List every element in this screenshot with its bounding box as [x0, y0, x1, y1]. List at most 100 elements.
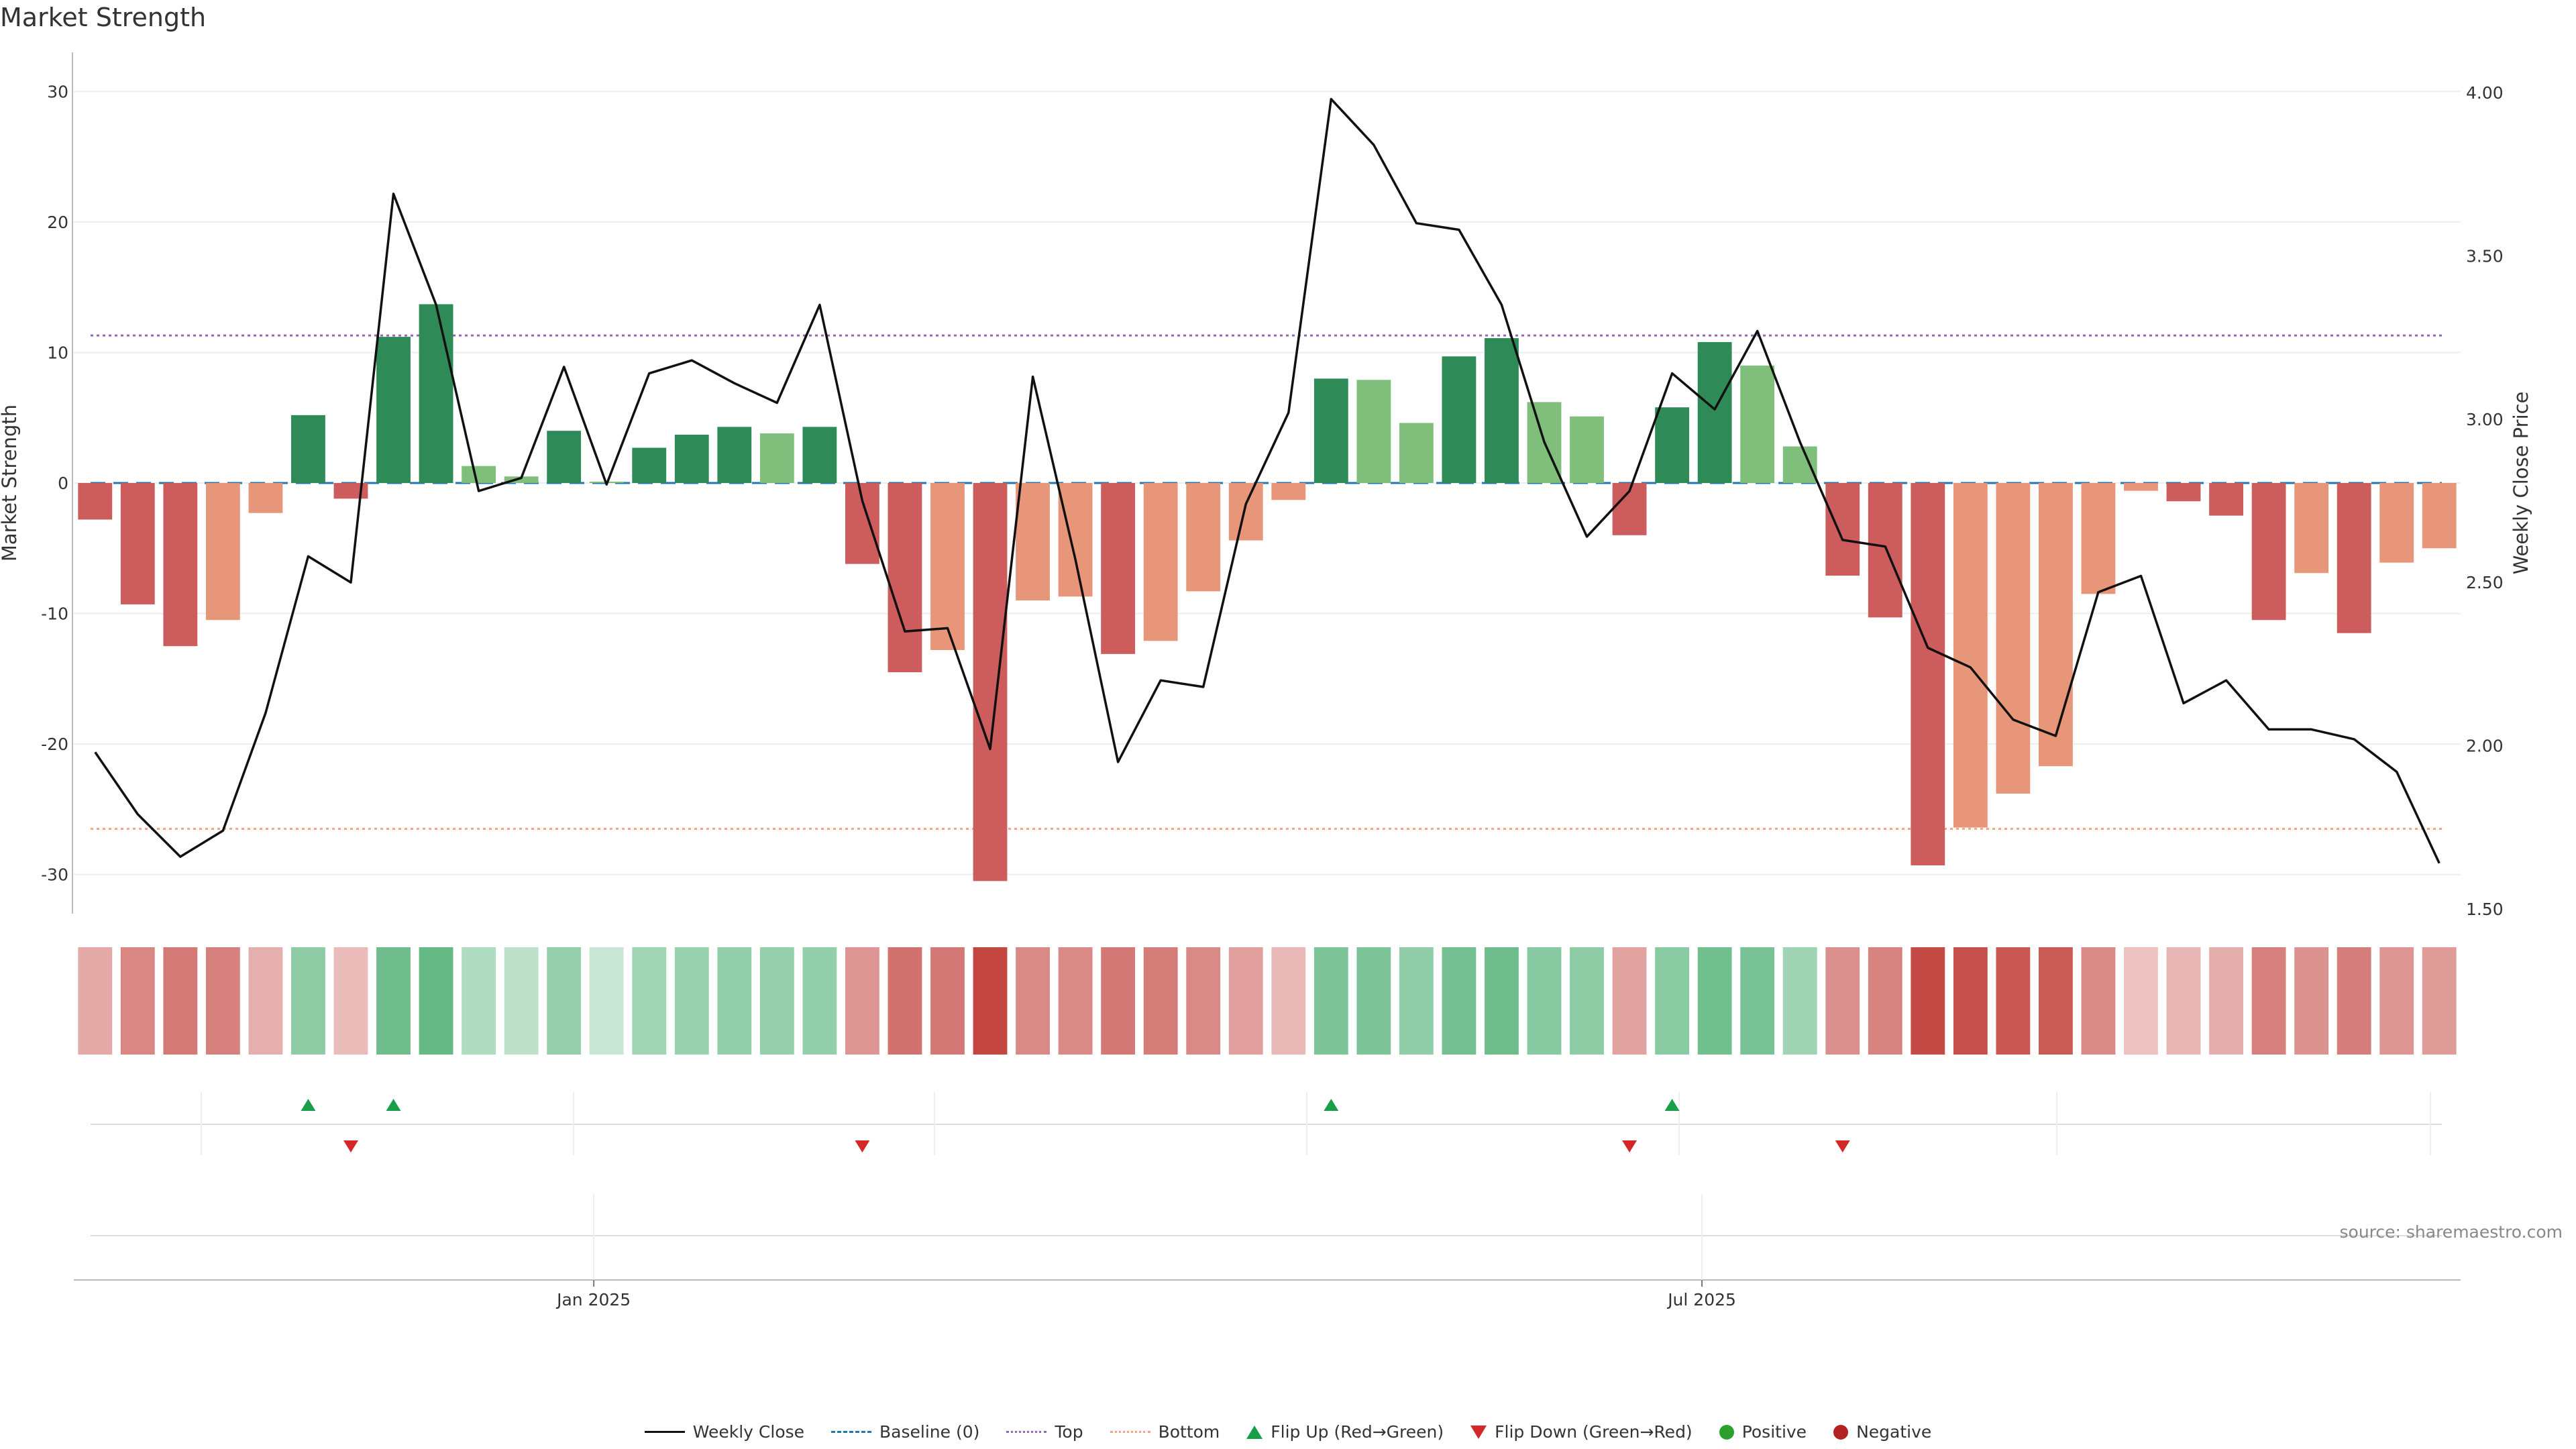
heat-cell — [1570, 947, 1604, 1055]
strength-bar — [1782, 446, 1817, 483]
heat-cell — [1485, 947, 1519, 1055]
heat-cell — [2379, 947, 2414, 1055]
strength-bar — [2209, 483, 2243, 516]
strength-bar — [802, 427, 837, 483]
heat-cell — [1143, 947, 1178, 1055]
right-tick-label: 3.00 — [2466, 410, 2504, 429]
heat-cell — [973, 947, 1008, 1055]
heat-cell — [78, 947, 113, 1055]
strength-bar — [163, 483, 198, 647]
strength-bar — [1356, 380, 1391, 483]
left-tick-label: 20 — [47, 213, 68, 232]
strength-bar — [1143, 483, 1178, 641]
legend-label: Flip Up (Red→Green) — [1271, 1422, 1444, 1442]
heat-cell — [2124, 947, 2158, 1055]
left-tick-label: -10 — [41, 604, 68, 624]
legend-swatch — [1110, 1431, 1150, 1433]
right-tick-label: 2.50 — [2466, 573, 2504, 592]
strength-bar — [632, 447, 667, 483]
strength-bar — [2251, 483, 2286, 621]
heat-cell — [2038, 947, 2073, 1055]
right-tick-label: 1.50 — [2466, 900, 2504, 919]
strength-bar — [2038, 483, 2073, 767]
heat-cell — [1313, 947, 1348, 1055]
legend-item: Negative — [1833, 1422, 1931, 1442]
heat-cell — [462, 947, 496, 1055]
heat-cell — [1612, 947, 1647, 1055]
flip-up-marker — [1664, 1099, 1680, 1111]
weekly-close-line — [94, 97, 2440, 864]
legend-swatch — [831, 1431, 872, 1433]
heat-cell — [419, 947, 453, 1055]
heat-cell — [1399, 947, 1434, 1055]
legend-item: Bottom — [1110, 1422, 1220, 1442]
heat-cell — [1655, 947, 1690, 1055]
flip-down-marker — [1622, 1140, 1638, 1152]
legend-label: Flip Down (Green→Red) — [1495, 1422, 1693, 1442]
right-tick-label: 4.00 — [2466, 83, 2504, 103]
strength-bar — [717, 427, 752, 483]
source-credit: source: sharemaestro.com — [2339, 1222, 2563, 1242]
heat-cell — [2166, 947, 2201, 1055]
strength-bar — [2379, 483, 2414, 563]
right-axis-label: Weekly Close Price — [2510, 392, 2532, 575]
strength-bar — [1697, 341, 1732, 483]
chart-title: Market Strength — [0, 3, 207, 32]
flip-down-marker — [343, 1140, 358, 1152]
legend-item: Baseline (0) — [831, 1422, 979, 1442]
strength-bar — [1655, 407, 1690, 483]
strength-bar — [1101, 483, 1136, 654]
heat-cell — [930, 947, 965, 1055]
strength-bar — [462, 466, 496, 483]
heat-cell — [1911, 947, 1945, 1055]
legend-item: Weekly Close — [644, 1422, 804, 1442]
flip-up-marker — [386, 1099, 401, 1111]
legend-label: Negative — [1856, 1422, 1932, 1442]
left-axis-label: Market Strength — [0, 405, 21, 561]
strength-bar — [1953, 483, 1988, 828]
strength-bar — [547, 431, 582, 483]
legend-item: Positive — [1719, 1422, 1807, 1442]
strength-bar — [504, 476, 539, 483]
legend: Weekly Close Baseline (0) Top Bottom Flip Up… — [0, 1422, 2576, 1442]
legend-swatch — [1006, 1431, 1047, 1433]
legend-swatch — [644, 1431, 685, 1433]
flip-up-marker — [1324, 1099, 1339, 1111]
heat-cell — [248, 947, 283, 1055]
strength-bar — [2337, 483, 2371, 633]
strength-bar — [1186, 483, 1221, 592]
legend-item: Flip Up (Red→Green) — [1246, 1422, 1444, 1442]
heat-cell — [2081, 947, 2116, 1055]
strength-bar — [2422, 483, 2457, 549]
legend-swatch — [1719, 1424, 1734, 1440]
legend-item: Top — [1006, 1422, 1083, 1442]
strength-bar — [2166, 483, 2201, 502]
heat-cell — [1058, 947, 1093, 1055]
heat-cell — [1697, 947, 1732, 1055]
heat-cell — [376, 947, 411, 1055]
heat-cell — [1271, 947, 1306, 1055]
legend-swatch — [1246, 1425, 1263, 1439]
strength-bar — [1911, 483, 1945, 866]
heat-cell — [1101, 947, 1136, 1055]
heat-cell — [1953, 947, 1988, 1055]
heat-cell — [1442, 947, 1477, 1055]
right-tick-label: 3.50 — [2466, 246, 2504, 266]
strength-bar — [759, 433, 794, 483]
strength-bar — [1740, 365, 1775, 483]
heat-cell — [674, 947, 709, 1055]
heat-cell — [1356, 947, 1391, 1055]
heat-cell — [120, 947, 155, 1055]
bottom-axis: Jan 2025 Jul 2025 — [74, 1194, 2461, 1309]
heat-cell — [888, 947, 922, 1055]
heat-cell — [1186, 947, 1221, 1055]
legend-label: Top — [1055, 1422, 1083, 1442]
heat-cell — [1016, 947, 1050, 1055]
strength-bar — [2124, 483, 2158, 491]
heat-cell — [547, 947, 582, 1055]
strength-bar — [2081, 483, 2116, 594]
legend-label: Baseline (0) — [879, 1422, 980, 1442]
strength-bar — [120, 483, 155, 604]
strength-bar — [333, 483, 368, 499]
